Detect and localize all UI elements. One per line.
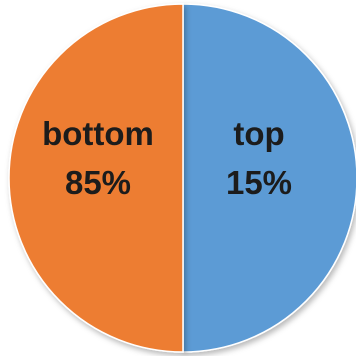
pie-slice-top <box>182 3 356 353</box>
slice-label-top-value: 15% <box>226 164 292 201</box>
slice-label-top-name: top <box>233 115 284 152</box>
slice-label-bottom-name: bottom <box>42 115 154 152</box>
pie-slice-bottom <box>8 3 184 353</box>
slice-label-bottom-value: 85% <box>65 164 131 201</box>
